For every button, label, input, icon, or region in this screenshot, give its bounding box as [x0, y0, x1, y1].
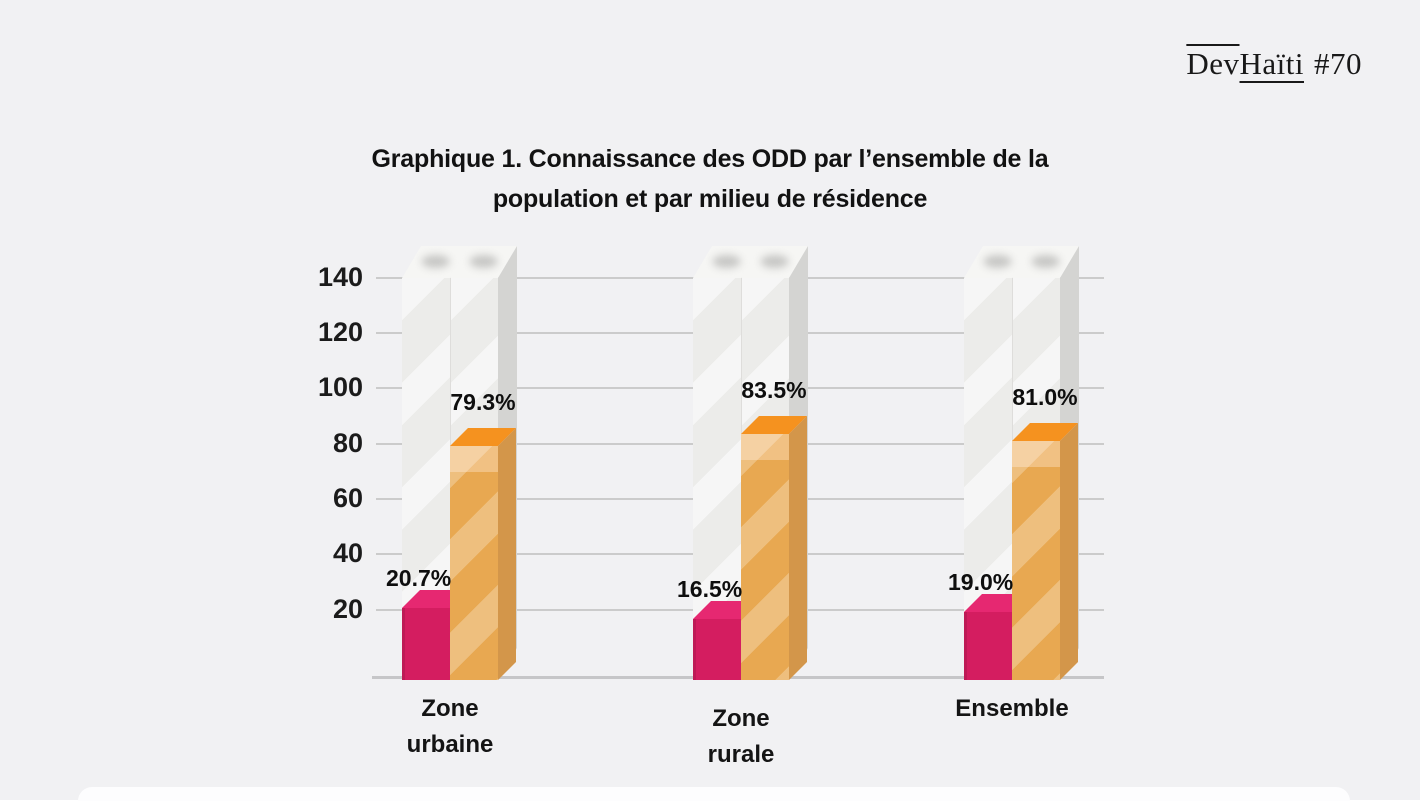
logo-issue-number: #70 [1314, 46, 1362, 81]
column-top-shadow [983, 254, 1012, 268]
value-label: 20.7% [386, 564, 452, 591]
column-top-shadow [712, 254, 741, 268]
bar-side-face [1060, 422, 1078, 680]
bar-magenta [964, 594, 1030, 680]
category-label-line: Zone [712, 705, 770, 732]
bar-front-face [693, 619, 741, 680]
bar-magenta [693, 601, 759, 680]
column-top-shadow [1031, 254, 1060, 268]
bar-orange [741, 415, 807, 680]
logo-text-haiti: Haïti [1239, 46, 1304, 81]
column-top-shadow [469, 254, 498, 268]
category-label-line: Ensemble [955, 695, 1069, 722]
y-axis-tick-label: 140 [317, 261, 363, 292]
category-label: Zone urbaine [340, 691, 560, 763]
chart-title-line2: population et par milieu de résidence [492, 185, 928, 213]
chart-title-line1: Graphique 1. Connaissance des ODD par l’… [371, 145, 1049, 173]
y-axis-tick-label: 20 [332, 593, 363, 624]
category-label-line: rurale [707, 741, 775, 768]
category-label-line: urbaine [406, 731, 494, 758]
column-top-shadow [421, 254, 450, 268]
chart-title: Graphique 1. Connaissance des ODD par l’… [0, 139, 1420, 219]
column-top-shadow [760, 254, 789, 268]
bar-front-face [964, 612, 1012, 680]
bar-front-face [402, 607, 450, 680]
category-label: Zone rurale [631, 701, 851, 773]
bar-side-face [498, 427, 516, 680]
category-label-line: Zone [421, 695, 479, 722]
bar-magenta [402, 589, 468, 680]
y-axis-tick-label: 100 [317, 372, 363, 403]
bar-front-face [1012, 440, 1060, 680]
bar-side-face [789, 415, 807, 680]
value-label: 81.0% [1012, 383, 1078, 410]
bar-front-face [741, 433, 789, 680]
value-label: 16.5% [677, 576, 743, 603]
bar-orange [1012, 422, 1078, 680]
value-label: 19.0% [948, 569, 1014, 596]
bar-front-face [450, 445, 498, 680]
y-axis-tick-label: 60 [332, 482, 363, 513]
y-axis-tick-label: 120 [317, 316, 363, 347]
logo-text-dev: Dev [1186, 46, 1240, 81]
value-label: 83.5% [741, 376, 807, 403]
bar-orange [450, 427, 516, 680]
brand-logo: DevHaïti #70 [1186, 46, 1362, 82]
category-label: Ensemble [902, 691, 1122, 727]
bottom-card [78, 787, 1350, 801]
y-axis-tick-label: 40 [332, 538, 363, 569]
y-axis-tick-label: 80 [332, 427, 363, 458]
value-label: 79.3% [450, 388, 516, 415]
